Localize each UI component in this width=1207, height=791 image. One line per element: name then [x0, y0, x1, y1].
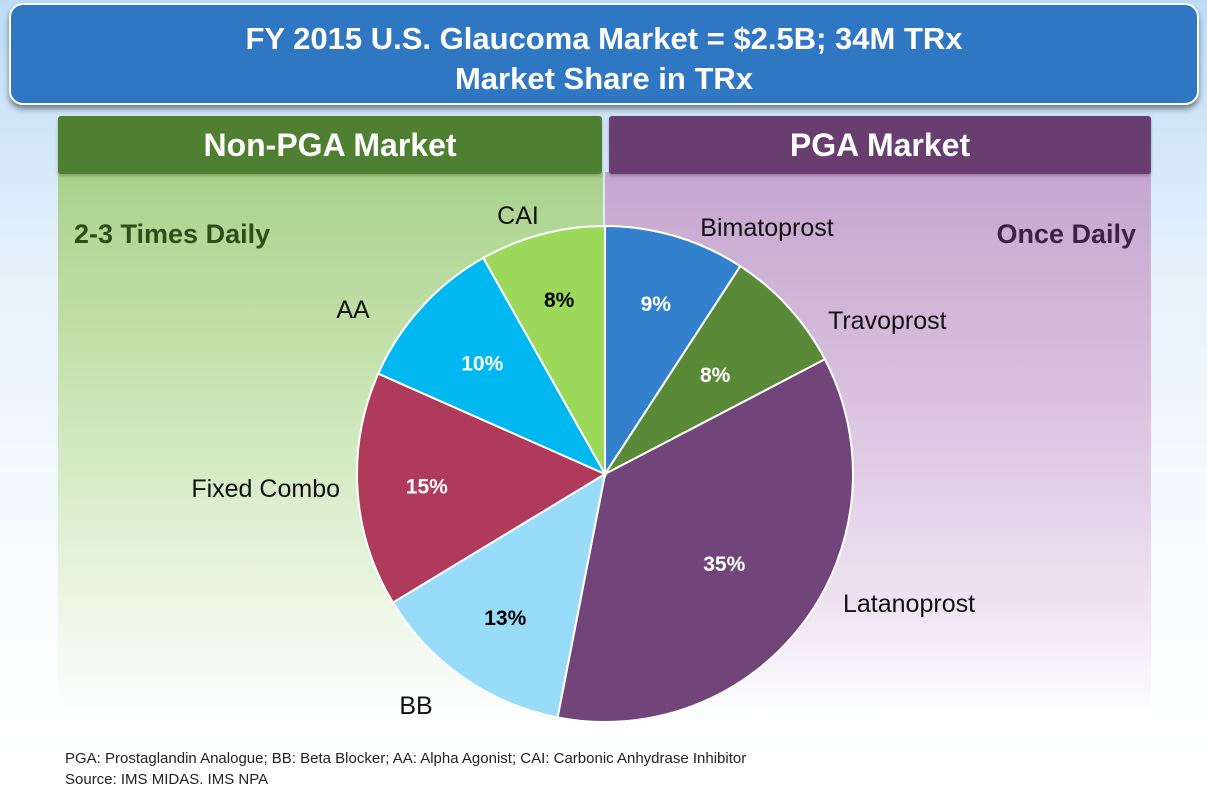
pie-slice-bb [391, 471, 607, 719]
non-pga-frequency: 2-3 Times Daily [74, 219, 271, 249]
pie-slice-aa [376, 256, 608, 477]
abbreviations-footnote: PGA: Prostaglandin Analogue; BB: Beta Bl… [65, 750, 747, 767]
pie-category-label-bb: BB [399, 692, 432, 720]
pie-value-label-aa: 10% [461, 353, 503, 376]
pga-frequency: Once Daily [996, 219, 1136, 249]
slide-title-banner: FY 2015 U.S. Glaucoma Market = $2.5B; 34… [9, 3, 1199, 105]
pie-slice-travoprost [602, 264, 827, 477]
pie-slice-cai [481, 224, 606, 478]
pie-category-label-cai: CAI [497, 202, 539, 230]
pie-category-label-bimatoprost: Bimatoprost [700, 214, 833, 242]
non-pga-header: Non-PGA Market [58, 116, 602, 174]
pie-category-label-latanoprost: Latanoprost [843, 590, 975, 618]
pie-value-label-cai: 8% [544, 289, 575, 312]
pie-slice-fixed-combo [356, 372, 608, 604]
pga-header: PGA Market [609, 116, 1151, 174]
pie-slice-bimatoprost [604, 224, 742, 478]
pie-value-label-bb: 13% [484, 607, 526, 630]
pie-value-label-fixed-combo: 15% [406, 475, 448, 498]
pie-category-label-travoprost: Travoprost [828, 307, 947, 335]
slide-title: FY 2015 U.S. Glaucoma Market = $2.5B; 34… [245, 21, 963, 56]
pie-slice-latanoprost [556, 357, 854, 723]
source-footnote: Source: IMS MIDAS. IMS NPA [65, 771, 269, 788]
pie-category-label-fixed-combo: Fixed Combo [191, 475, 340, 503]
pie-value-label-latanoprost: 35% [703, 553, 745, 576]
slide-subtitle: Market Share in TRx [454, 61, 754, 96]
pie-value-label-bimatoprost: 9% [641, 293, 672, 316]
pie-category-label-aa: AA [336, 296, 370, 324]
pie-value-label-travoprost: 8% [700, 364, 731, 387]
